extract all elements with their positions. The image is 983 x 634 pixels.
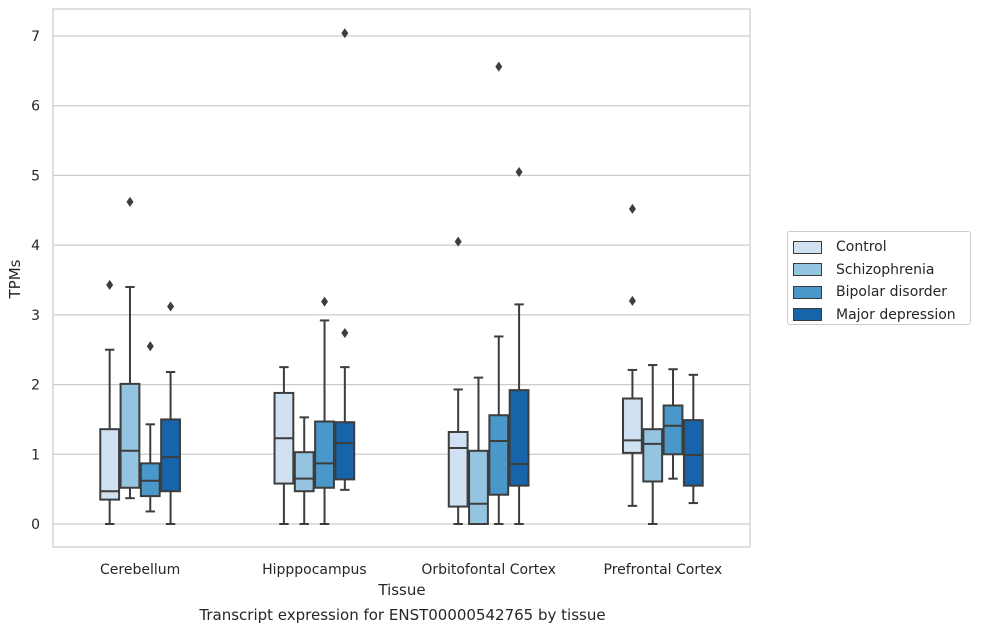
legend-label: Control xyxy=(836,239,887,256)
legend-item: Control xyxy=(788,236,970,259)
legend-label: Bipolar disorder xyxy=(836,284,948,301)
box xyxy=(334,421,356,481)
y-tick-label: 0 xyxy=(31,517,40,533)
box xyxy=(314,420,335,489)
x-tick-label: Cerebellum xyxy=(100,562,180,578)
legend-swatch xyxy=(793,240,822,254)
outlier-point xyxy=(146,341,154,352)
box xyxy=(139,462,161,498)
legend-swatch xyxy=(793,308,822,322)
x-tick-label: Hipppocampus xyxy=(262,562,367,578)
box xyxy=(682,419,704,487)
box xyxy=(622,397,643,454)
box-group xyxy=(99,279,121,525)
box xyxy=(468,449,489,525)
outlier-point xyxy=(341,327,349,338)
box xyxy=(119,382,141,489)
y-tick-label: 1 xyxy=(31,447,40,463)
box xyxy=(99,428,121,501)
box-group xyxy=(642,364,664,525)
outlier-point xyxy=(321,296,329,307)
box xyxy=(662,404,684,456)
x-tick-label: Prefrontal Cortex xyxy=(604,562,723,578)
box-group xyxy=(139,341,161,513)
chart-legend: Control Schizophrenia Bipolar disorder Majo… xyxy=(787,231,971,325)
box-group xyxy=(682,373,704,505)
box-group xyxy=(447,236,469,525)
outlier-point xyxy=(126,196,134,207)
outlier-point xyxy=(495,61,503,72)
legend-item: Major depression xyxy=(788,304,970,327)
x-tick-labels: Cerebellum Hipppocampus Orbitofontal Corte… xyxy=(100,562,722,578)
y-tick-label: 7 xyxy=(31,29,40,45)
y-tick-label: 5 xyxy=(31,168,40,184)
box xyxy=(642,428,664,483)
box-group xyxy=(119,196,141,500)
box-group xyxy=(293,416,315,525)
y-tick-label: 3 xyxy=(31,308,40,324)
box-group xyxy=(273,366,295,525)
box-group xyxy=(488,61,510,525)
legend-swatch xyxy=(793,263,822,277)
outlier-point xyxy=(628,295,636,306)
x-axis-label: Tissue xyxy=(377,581,425,599)
outlier-point xyxy=(454,236,462,247)
box xyxy=(447,430,469,508)
box-group xyxy=(508,166,530,525)
y-tick-label: 2 xyxy=(31,378,40,394)
box-group xyxy=(334,28,356,491)
x-tick-label: Orbitofontal Cortex xyxy=(421,562,556,578)
outlier-point xyxy=(515,166,523,177)
box-plot-marks xyxy=(99,28,704,525)
y-tick-label: 6 xyxy=(31,99,40,115)
outlier-point xyxy=(628,203,636,214)
y-tick-label: 4 xyxy=(31,238,40,254)
plot-frame xyxy=(52,8,751,548)
box xyxy=(293,451,315,493)
legend-label: Schizophrenia xyxy=(836,261,935,278)
chart-caption: Transcript expression for ENST0000054276… xyxy=(199,606,606,624)
box-group xyxy=(662,368,684,480)
y-axis-label: TPMs xyxy=(6,259,24,299)
box xyxy=(488,414,510,496)
outlier-point xyxy=(341,28,349,39)
box-group xyxy=(314,296,335,525)
outlier-point xyxy=(167,301,175,312)
box xyxy=(508,389,530,487)
box-group xyxy=(160,301,181,525)
y-tick-labels: 0 1 2 3 4 5 6 7 xyxy=(31,29,40,533)
legend-item: Bipolar disorder xyxy=(788,281,970,304)
box-group xyxy=(468,376,489,525)
box-group xyxy=(622,203,643,507)
outlier-point xyxy=(106,279,114,290)
legend-swatch xyxy=(793,285,822,299)
legend-label: Major depression xyxy=(836,306,956,323)
legend-item: Schizophrenia xyxy=(788,259,970,282)
box xyxy=(160,418,181,493)
